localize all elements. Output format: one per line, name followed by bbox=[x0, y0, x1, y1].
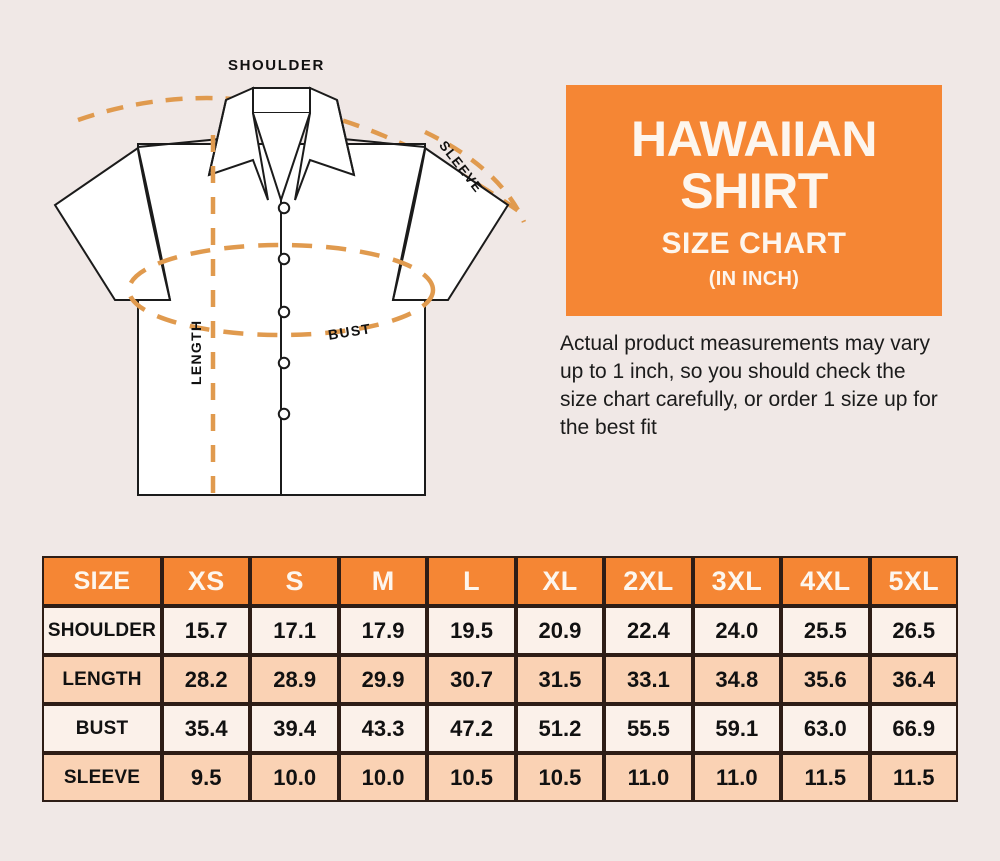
shirt-right-shoulder-seam bbox=[332, 137, 426, 148]
column-header-xl: XL bbox=[515, 556, 605, 606]
length-label: LENGTH bbox=[188, 319, 204, 385]
row-label-bust: BUST bbox=[42, 704, 162, 753]
cell-bust-s: 39.4 bbox=[250, 704, 339, 753]
row-label-length: LENGTH bbox=[42, 655, 162, 704]
cell-sleeve-l: 10.5 bbox=[427, 753, 516, 802]
cell-length-xl: 31.5 bbox=[515, 655, 605, 704]
shirt-collar-right-edge bbox=[336, 99, 355, 176]
cell-length-3xl: 34.8 bbox=[692, 655, 782, 704]
shirt-button bbox=[277, 356, 291, 370]
cell-shoulder-2xl: 22.4 bbox=[604, 606, 693, 655]
cell-length-4xl: 35.6 bbox=[781, 655, 870, 704]
cell-shoulder-3xl: 24.0 bbox=[692, 606, 782, 655]
title-line-hawaiian: HAWAIIAN bbox=[631, 110, 878, 167]
cell-shoulder-s: 17.1 bbox=[250, 606, 339, 655]
cell-sleeve-m: 10.0 bbox=[338, 753, 428, 802]
table-row: SLEEVE 9.5 10.0 10.0 10.5 10.5 11.0 11.0… bbox=[42, 753, 958, 802]
cell-sleeve-3xl: 11.0 bbox=[692, 753, 782, 802]
column-header-m: M bbox=[338, 556, 428, 606]
cell-shoulder-l: 19.5 bbox=[427, 606, 516, 655]
shirt-collar-left-edge bbox=[208, 99, 227, 176]
cell-shoulder-m: 17.9 bbox=[338, 606, 428, 655]
cell-bust-m: 43.3 bbox=[338, 704, 428, 753]
shirt-neck-band bbox=[252, 87, 311, 114]
table-row: SHOULDER 15.7 17.1 17.9 19.5 20.9 22.4 2… bbox=[42, 606, 958, 655]
title-line-shirt: SHIRT bbox=[680, 162, 828, 219]
shirt-line-drawing bbox=[53, 86, 527, 496]
column-header-2xl: 2XL bbox=[604, 556, 693, 606]
cell-sleeve-4xl: 11.5 bbox=[781, 753, 870, 802]
cell-bust-l: 47.2 bbox=[427, 704, 516, 753]
column-header-3xl: 3XL bbox=[692, 556, 782, 606]
column-header-5xl: 5XL bbox=[869, 556, 958, 606]
cell-shoulder-4xl: 25.5 bbox=[781, 606, 870, 655]
cell-sleeve-s: 10.0 bbox=[250, 753, 339, 802]
cell-length-xs: 28.2 bbox=[162, 655, 251, 704]
cell-bust-4xl: 63.0 bbox=[781, 704, 870, 753]
cell-bust-xl: 51.2 bbox=[515, 704, 605, 753]
cell-length-2xl: 33.1 bbox=[604, 655, 693, 704]
cell-sleeve-2xl: 11.0 bbox=[604, 753, 693, 802]
table-header-row: SIZE XS S M L XL 2XL 3XL 4XL 5XL bbox=[42, 556, 958, 606]
column-header-l: L bbox=[427, 556, 516, 606]
cell-bust-3xl: 59.1 bbox=[692, 704, 782, 753]
shirt-illustration: SHOULDER SLEEVE BUST LENGTH bbox=[0, 0, 560, 540]
bust-guide-dashed-ellipse bbox=[126, 242, 436, 338]
measurement-note: Actual product measurements may vary up … bbox=[560, 332, 938, 439]
title-line-size-chart: SIZE CHART bbox=[661, 226, 847, 260]
shirt-button bbox=[277, 201, 291, 215]
shirt-right-armhole bbox=[392, 149, 426, 301]
cell-shoulder-xs: 15.7 bbox=[162, 606, 251, 655]
table-row: LENGTH 28.2 28.9 29.9 30.7 31.5 33.1 34.… bbox=[42, 655, 958, 704]
column-header-s: S bbox=[250, 556, 339, 606]
cell-shoulder-5xl: 26.5 bbox=[869, 606, 958, 655]
cell-shoulder-xl: 20.9 bbox=[515, 606, 605, 655]
shirt-button bbox=[277, 252, 291, 266]
column-header-size: SIZE bbox=[42, 556, 162, 606]
cell-sleeve-5xl: 11.5 bbox=[869, 753, 958, 802]
shirt-left-armhole bbox=[137, 149, 171, 301]
row-label-sleeve: SLEEVE bbox=[42, 753, 162, 802]
row-label-shoulder: SHOULDER bbox=[42, 606, 162, 655]
table-row: BUST 35.4 39.4 43.3 47.2 51.2 55.5 59.1 … bbox=[42, 704, 958, 753]
column-header-xs: XS bbox=[162, 556, 251, 606]
size-chart-table-wrapper: SIZE XS S M L XL 2XL 3XL 4XL 5XL SHOULDE… bbox=[42, 556, 958, 802]
shirt-button bbox=[277, 407, 291, 421]
cell-length-5xl: 36.4 bbox=[869, 655, 958, 704]
cell-length-s: 28.9 bbox=[250, 655, 339, 704]
column-header-4xl: 4XL bbox=[781, 556, 870, 606]
cell-length-l: 30.7 bbox=[427, 655, 516, 704]
cell-bust-xs: 35.4 bbox=[162, 704, 251, 753]
cell-sleeve-xl: 10.5 bbox=[515, 753, 605, 802]
shirt-button bbox=[277, 305, 291, 319]
title-block: HAWAIIAN SHIRT SIZE CHART (IN INCH) bbox=[566, 85, 942, 316]
cell-bust-5xl: 66.9 bbox=[869, 704, 958, 753]
cell-length-m: 29.9 bbox=[338, 655, 428, 704]
cell-sleeve-xs: 9.5 bbox=[162, 753, 251, 802]
size-chart-table: SIZE XS S M L XL 2XL 3XL 4XL 5XL SHOULDE… bbox=[42, 556, 958, 802]
title-line-unit: (IN INCH) bbox=[708, 267, 800, 290]
shoulder-label: SHOULDER bbox=[228, 57, 325, 74]
cell-bust-2xl: 55.5 bbox=[604, 704, 693, 753]
